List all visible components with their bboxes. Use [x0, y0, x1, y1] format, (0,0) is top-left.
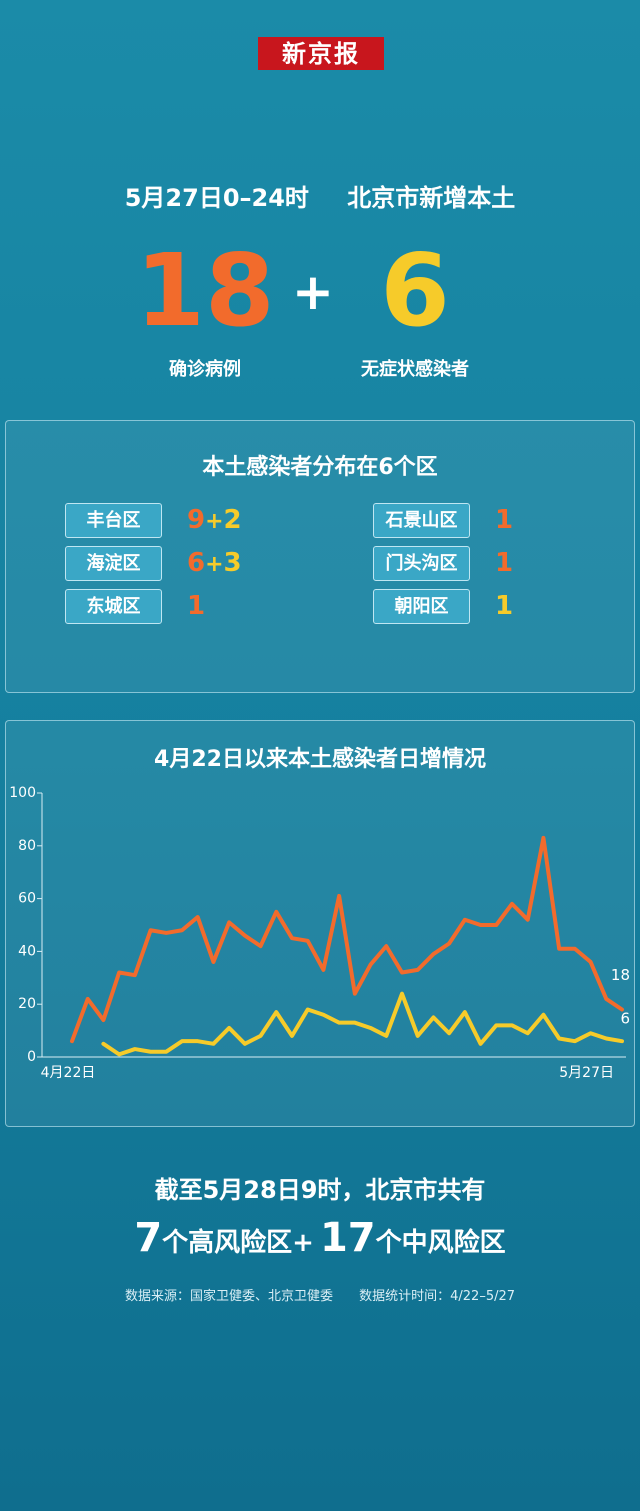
headline-region: 北京市新增本土 [347, 184, 516, 212]
district-counts: 6+3 [187, 546, 242, 582]
end-value-label: 6 [620, 1010, 630, 1028]
district-name: 石景山区 [373, 503, 470, 538]
chart: 4月22日以来本土感染者日增情况 0 20 40 60 80 100 4月22日 5月27日 1… [9, 746, 630, 1081]
district-name: 东城区 [65, 589, 162, 624]
districts-panel: 本土感染者分布在6个区 丰台区 9+2 海淀区 6+3 东城区 1 石景山区 1 门头沟区 1 朝阳… [5, 420, 635, 693]
district-confirmed: 1 [495, 548, 514, 578]
district-asymptomatic: 2 [223, 505, 242, 535]
end-value-label: 18 [611, 966, 630, 984]
district-counts: 1 [495, 589, 513, 624]
district-asymptomatic: 1 [495, 591, 514, 621]
chart-panel [5, 720, 635, 1127]
district-counts: 9+2 [187, 503, 242, 539]
confirmed-count: 18 [135, 232, 275, 349]
y-tick-label: 40 [18, 943, 36, 959]
district-confirmed: 6 [187, 548, 206, 578]
confirmed-label: 确诊病例 [169, 359, 241, 380]
district-name: 丰台区 [65, 503, 162, 538]
y-tick-label: 0 [27, 1049, 36, 1065]
plus-sign: + [205, 552, 224, 577]
y-tick-label: 80 [18, 838, 36, 854]
risk-line1: 截至5月28日9时，北京市共有 [154, 1176, 486, 1204]
district-counts: 1 [495, 546, 513, 581]
y-tick-label: 60 [18, 891, 36, 907]
district-name: 海淀区 [65, 546, 162, 581]
plus-sign: + [205, 509, 224, 534]
mid-text: 个中风险区 [375, 1228, 506, 1258]
headline: 5月27日0–24时 北京市新增本土 [0, 178, 640, 213]
asymptomatic-count: 6 [380, 232, 450, 349]
x-tick-label: 5月27日 [559, 1065, 614, 1081]
district-asymptomatic: 3 [223, 548, 242, 578]
series-line [101, 991, 624, 1057]
district-confirmed: 9 [187, 505, 206, 535]
footer: 数据来源：国家卫健委、北京卫健委 数据统计时间：4/22–5/27 [0, 1285, 640, 1304]
district-name: 朝阳区 [373, 589, 470, 624]
asymptomatic-label: 无症状感染者 [361, 359, 469, 380]
district-counts: 1 [187, 589, 205, 624]
district-confirmed: 1 [495, 505, 514, 535]
high-count: 7 [134, 1215, 163, 1261]
y-tick-label: 20 [18, 996, 36, 1012]
y-tick-label: 100 [9, 785, 36, 801]
headline-date: 5月27日0–24时 [124, 184, 309, 212]
districts-title: 本土感染者分布在6个区 [202, 455, 438, 480]
footer-period: 数据统计时间：4/22–5/27 [359, 1289, 516, 1304]
footer-source: 数据来源：国家卫健委、北京卫健委 [124, 1289, 333, 1304]
mid-count: 17 [319, 1215, 376, 1261]
chart-title: 4月22日以来本土感染者日增情况 [154, 746, 486, 772]
series-line [70, 835, 624, 1044]
logo: 新京报 [258, 37, 384, 70]
high-text: 个高风险区+ [162, 1228, 314, 1258]
plus-sign: + [292, 263, 334, 321]
risk-line2: 7个高风险区+ 17个中风险区 [0, 1215, 640, 1261]
x-tick-label: 4月22日 [41, 1065, 96, 1081]
district-counts: 1 [495, 503, 513, 538]
district-name: 门头沟区 [373, 546, 470, 581]
district-confirmed: 1 [187, 591, 206, 621]
